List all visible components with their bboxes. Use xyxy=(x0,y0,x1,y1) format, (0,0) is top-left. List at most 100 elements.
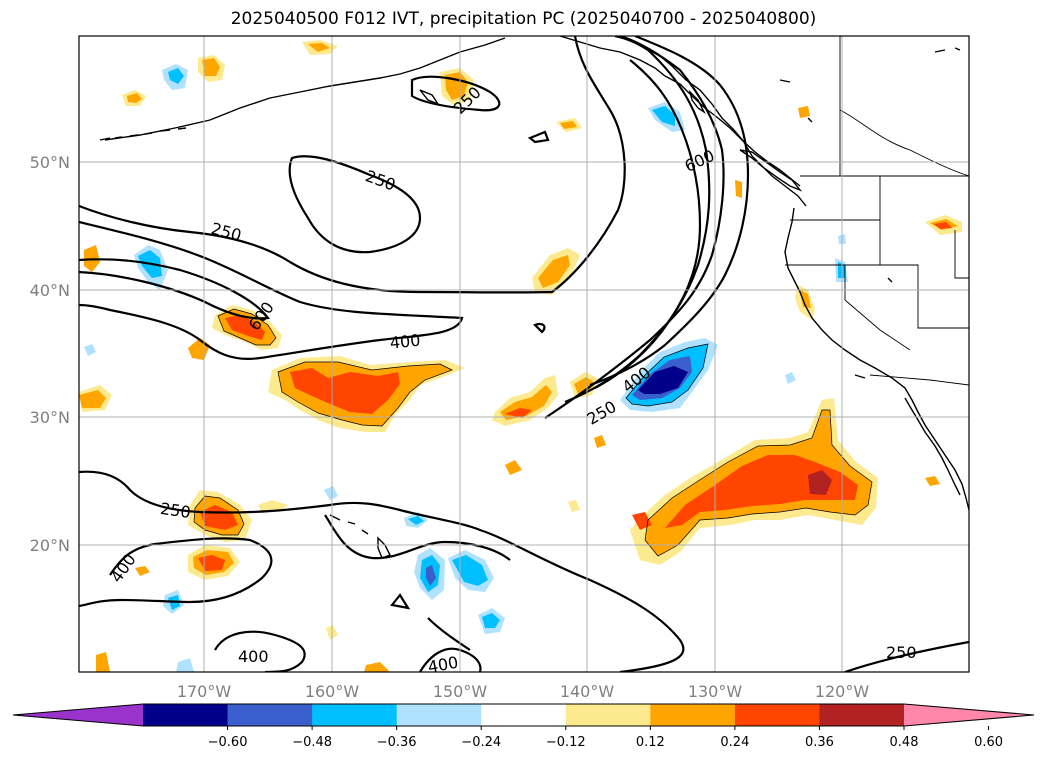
precip-neg-cell xyxy=(324,486,338,500)
ivt-contour-400-south xyxy=(79,537,273,608)
contour-label: 400 xyxy=(389,331,421,353)
colorbar-segment xyxy=(650,704,736,726)
ivt-contour-small-loop xyxy=(427,617,471,651)
precip-cell xyxy=(96,652,110,672)
colorbar-segment xyxy=(396,704,482,726)
precip-cell xyxy=(594,435,606,448)
precip-neg-cell xyxy=(452,555,488,586)
precip-negative-fields xyxy=(84,64,848,672)
precip-blob-northwest xyxy=(225,315,265,340)
precip-cell xyxy=(934,222,952,229)
lon-label: 170°W xyxy=(177,682,232,701)
contour-label: 400 xyxy=(426,653,459,677)
ivt-contour-600-river xyxy=(594,59,702,389)
precip-blob-central xyxy=(290,368,400,414)
precip-cell xyxy=(258,500,288,512)
precip-cell xyxy=(798,106,810,118)
precip-thin-outlines xyxy=(193,308,873,557)
precip-cell xyxy=(735,180,742,198)
precip-cell xyxy=(560,121,577,129)
nv-border xyxy=(880,264,969,329)
political-borders xyxy=(785,36,969,386)
precip-cell xyxy=(135,566,150,576)
map-title: 2025040500 F012 IVT, precipitation PC (2… xyxy=(230,9,817,29)
colorbar-tick-label: −0.48 xyxy=(292,735,332,750)
colorbar-segment xyxy=(481,704,567,726)
us-west-coast xyxy=(784,207,969,511)
alaska-peninsula-coast xyxy=(104,37,506,141)
precip-neg-cell xyxy=(84,344,96,356)
ivt-contour-400-north xyxy=(79,220,464,360)
colorbar-tick-label: −0.12 xyxy=(546,735,586,750)
map-plot-area: 250 250 600 600 400 400 250 250 400 400 … xyxy=(79,36,969,677)
lat-labels: 50°N 40°N 30°N 20°N xyxy=(30,153,70,555)
lat-label: 50°N xyxy=(30,153,70,172)
colorbar-segment xyxy=(227,704,313,726)
colorbar-tick-label: 0.48 xyxy=(890,735,919,750)
lat-label: 40°N xyxy=(30,281,70,300)
precip-cell xyxy=(505,460,522,475)
coastlines xyxy=(99,36,969,559)
colorbar-segment xyxy=(734,704,820,726)
colorbar-segment xyxy=(143,704,229,726)
lon-label: 140°W xyxy=(560,682,615,701)
bc-interior xyxy=(839,109,969,177)
precip-neg-cell xyxy=(482,613,500,628)
contour-label: 250 xyxy=(886,643,917,662)
ivt-contour-250-south xyxy=(79,470,685,672)
ivt-contour-small-loop xyxy=(389,593,411,610)
colorbar-tick-label: −0.36 xyxy=(377,735,417,750)
precip-cell xyxy=(308,43,330,52)
precip-cell xyxy=(538,255,570,288)
lat-label: 20°N xyxy=(30,536,70,555)
hawaii-islands xyxy=(329,514,391,559)
ivt-contour-250-enclosed xyxy=(288,155,422,254)
colorbar-outline xyxy=(12,703,1035,727)
contour-label: 400 xyxy=(238,647,269,666)
contour-label: 400 xyxy=(107,550,140,586)
precip-neg-blob-east xyxy=(638,366,688,394)
lon-label: 120°W xyxy=(815,682,870,701)
colorbar-segment xyxy=(312,704,398,726)
precip-neg-cell xyxy=(408,516,424,525)
haida-gwaii xyxy=(688,89,706,115)
gridlines xyxy=(79,36,969,672)
ca-nv-border xyxy=(844,265,911,351)
ivt-contour-small-loop xyxy=(533,322,546,334)
ivt-contour-250-small xyxy=(410,75,501,112)
colorbar: −0.60 −0.48 −0.36 −0.24 −0.12 0.12 0.24 0.36 0.4… xyxy=(12,703,1035,750)
map-frame xyxy=(78,35,970,673)
alaska-gulf-coast xyxy=(559,36,801,187)
precip-cell xyxy=(925,476,940,486)
ivt-contour-small-loop xyxy=(527,130,550,144)
lon-labels: 170°W 160°W 150°W 140°W 130°W 120°W xyxy=(177,682,870,701)
mexico-border xyxy=(869,374,969,386)
lon-label: 130°W xyxy=(688,682,743,701)
precip-neg-cell xyxy=(426,565,436,586)
small-islands xyxy=(779,47,961,379)
colorbar-segment xyxy=(565,704,651,726)
contour-label: 250 xyxy=(209,219,243,245)
precip-neg-cell xyxy=(785,372,796,384)
precip-neg-cell xyxy=(168,68,184,84)
contour-label: 250 xyxy=(159,499,192,522)
colorbar-segment xyxy=(819,704,905,726)
baja-coast xyxy=(904,397,961,496)
colorbar-tick-label: 0.24 xyxy=(720,735,749,750)
contour-label: 250 xyxy=(584,397,620,429)
colorbar-extend-low xyxy=(13,704,143,726)
lon-label: 150°W xyxy=(433,682,488,701)
colorbar-extend-high xyxy=(904,704,1034,726)
precip-blob-hawaii-sw xyxy=(198,555,225,571)
contour-label: 600 xyxy=(682,146,718,176)
precip-blob-midpacific xyxy=(505,408,532,418)
montana-border xyxy=(954,230,969,279)
ivt-contour-250-river xyxy=(544,36,725,419)
precip-cell xyxy=(188,338,210,360)
precip-cell xyxy=(800,290,811,308)
kodiak xyxy=(419,89,440,106)
colorbar-tick-label: 0.60 xyxy=(974,735,1003,750)
ivt-contour-250-se-corner xyxy=(844,640,969,672)
colorbar-tick-label: −0.24 xyxy=(461,735,501,750)
